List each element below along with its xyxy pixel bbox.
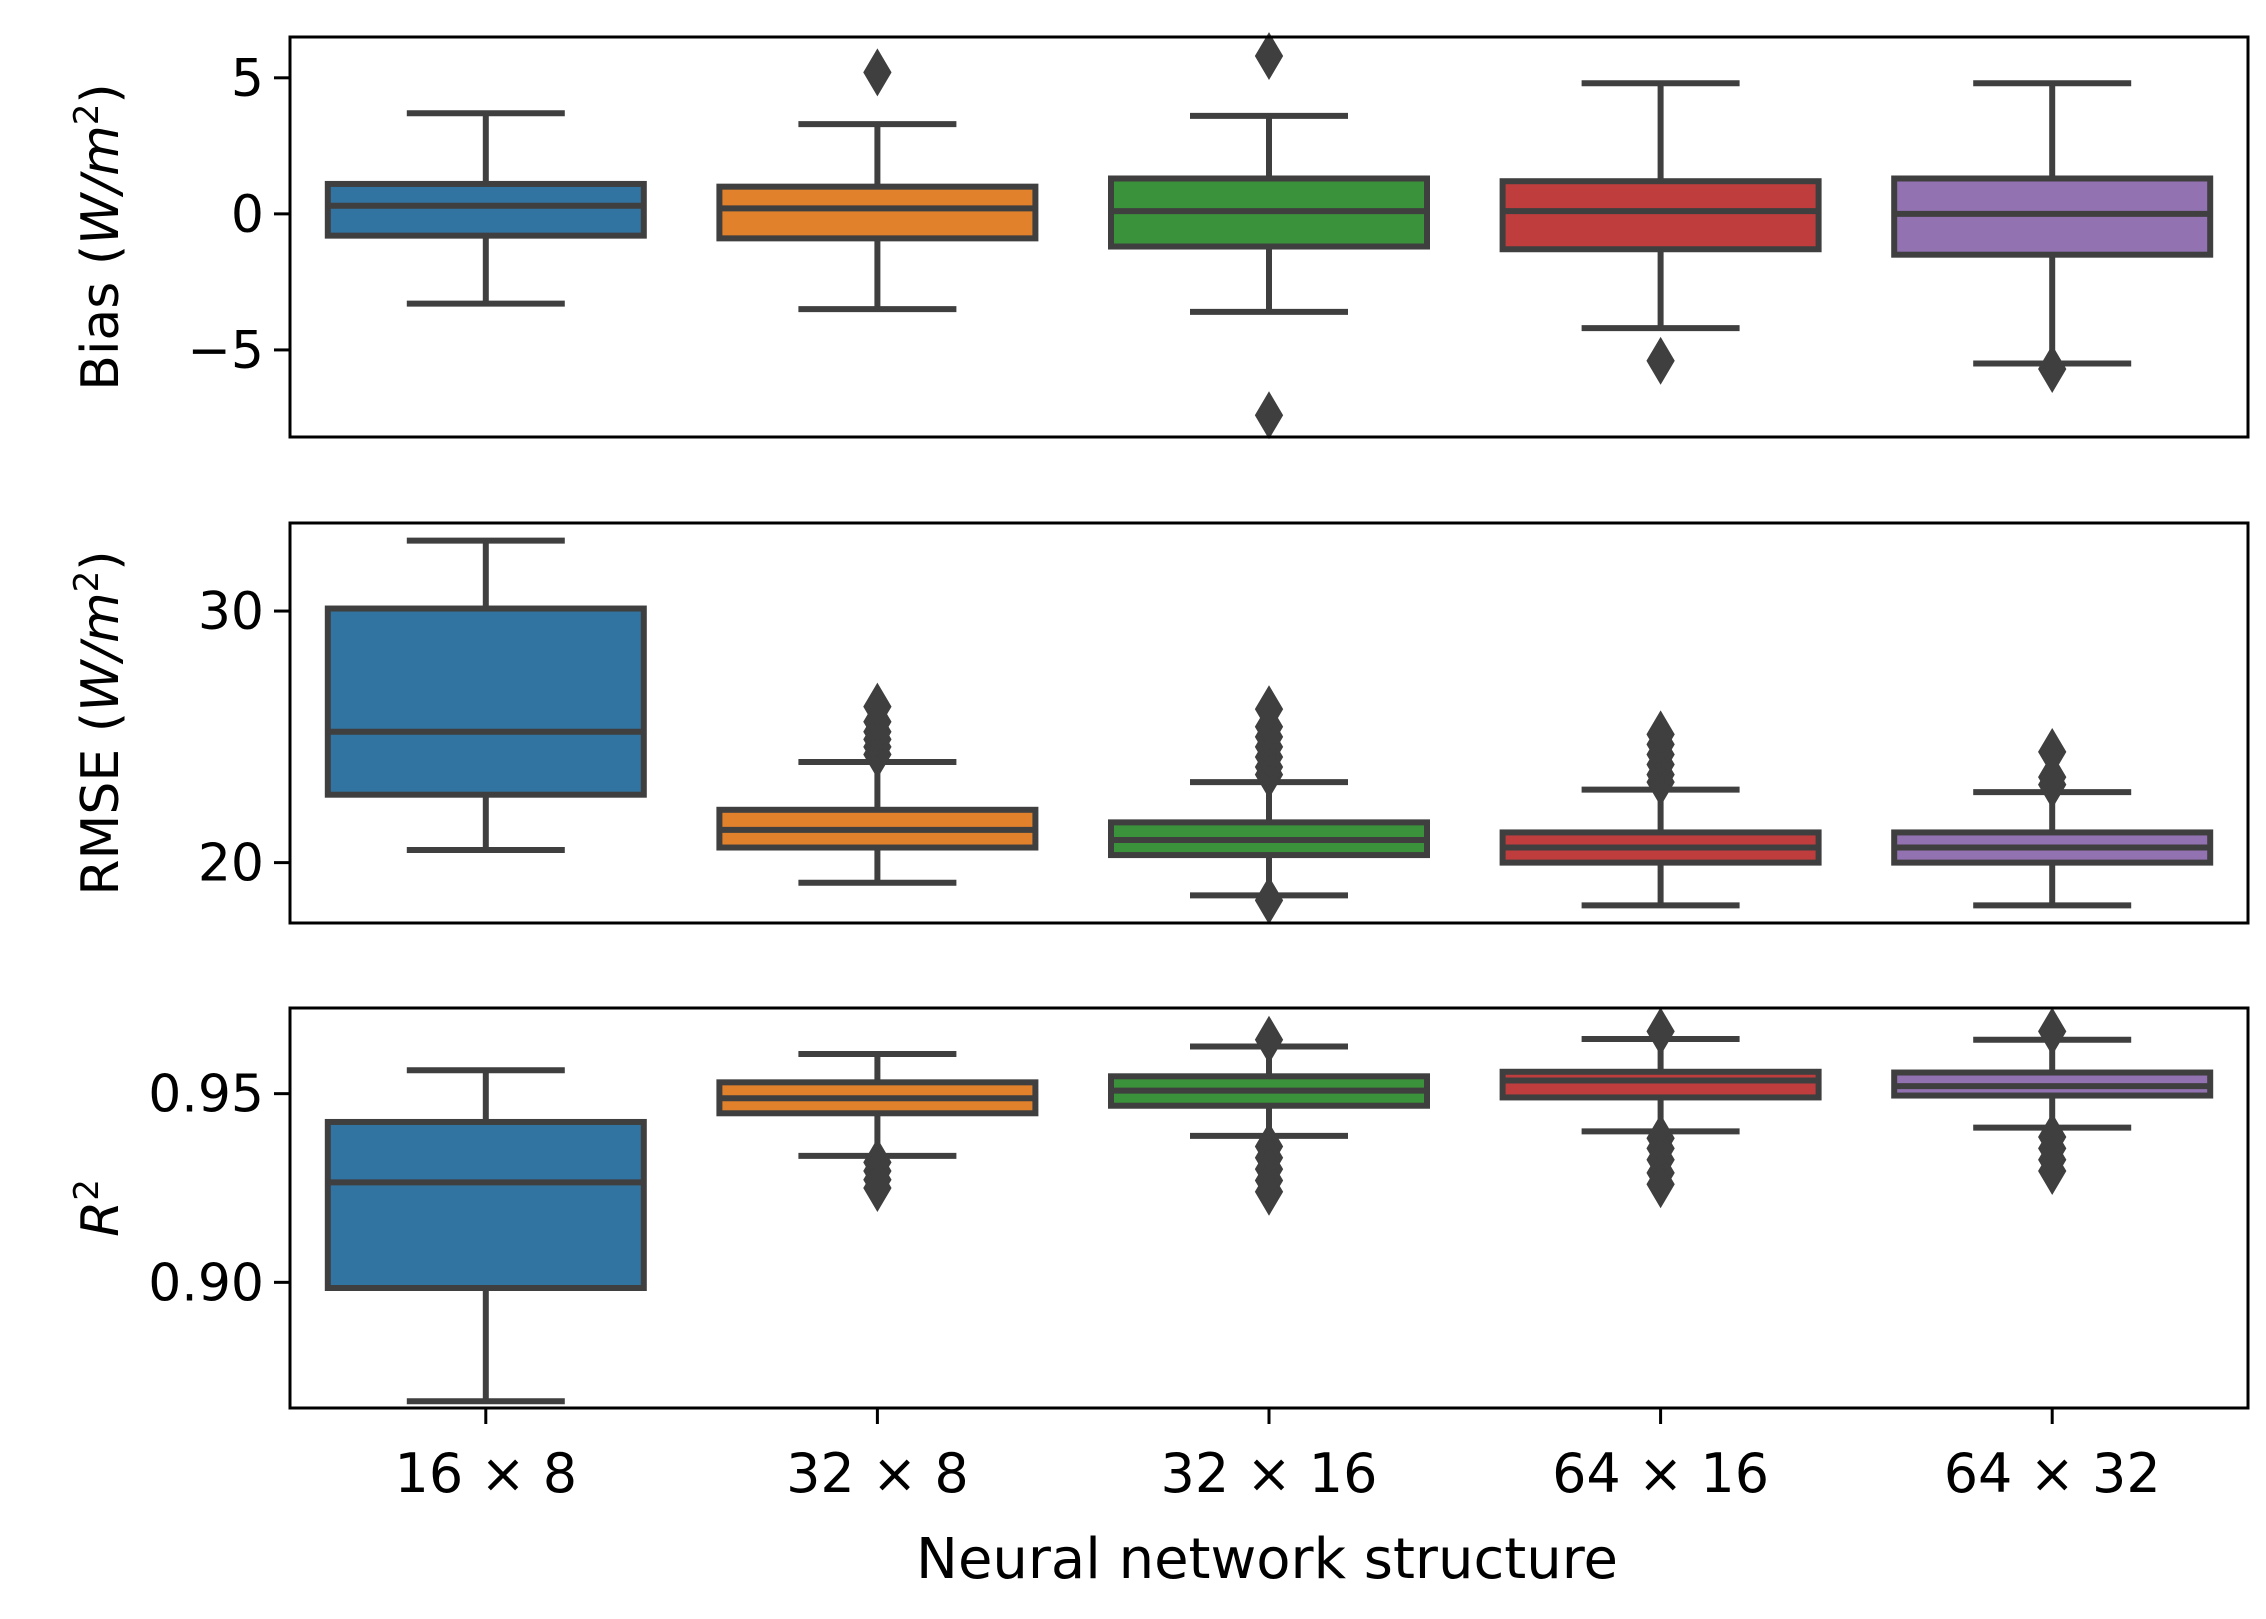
box-bias-1 bbox=[716, 48, 1039, 313]
axes-frame bbox=[288, 35, 2250, 439]
outlier-point bbox=[2038, 1147, 2067, 1195]
y-axis-label-bias: Bias (W/m2) bbox=[67, 83, 131, 390]
box-r2-3 bbox=[1499, 1007, 1822, 1209]
box-rmse-1 bbox=[716, 682, 1039, 886]
box-rmse-4 bbox=[1891, 727, 2214, 909]
x-axis-label: Neural network structure bbox=[916, 1527, 1618, 1592]
x-axis: 16 × 8 32 × 8 32 × 16 64 × 16 64 × 32 bbox=[394, 1408, 2161, 1505]
box-rmse-3 bbox=[1499, 710, 1822, 909]
y-axis-label-r2: R2 bbox=[67, 1179, 131, 1237]
outlier-point bbox=[1646, 336, 1675, 385]
x-tick-label: 32 × 16 bbox=[1160, 1442, 1377, 1505]
box-rmse-2 bbox=[1108, 685, 1430, 925]
outlier-point bbox=[1254, 1167, 1284, 1216]
box-body bbox=[324, 180, 647, 239]
x-tick-label: 64 × 16 bbox=[1552, 1442, 1769, 1505]
panels-layer: 5 0 −5 Bias (W/m2) 30 20 RMSE (W/m2) 0.95 0.90 R2… bbox=[67, 32, 2250, 1505]
box-rmse-0 bbox=[324, 537, 647, 854]
outlier-point bbox=[2038, 727, 2067, 776]
outlier-point bbox=[1254, 876, 1284, 925]
box-r2-4 bbox=[1891, 1007, 2214, 1195]
outlier-point bbox=[1646, 1007, 1675, 1056]
outlier-point bbox=[1254, 1015, 1284, 1064]
y-tick-label: 0.95 bbox=[148, 1065, 264, 1125]
y-axis-label-rmse: RMSE (W/m2) bbox=[67, 550, 131, 895]
x-tick-label: 64 × 32 bbox=[1944, 1442, 2161, 1505]
outlier-point bbox=[2038, 1007, 2067, 1056]
box-bias-2 bbox=[1108, 32, 1430, 440]
box-body bbox=[1499, 178, 1822, 253]
panel-bias: 5 0 −5 Bias (W/m2) bbox=[67, 32, 2250, 440]
box-bias-0 bbox=[324, 110, 647, 307]
outlier-point bbox=[1646, 710, 1675, 759]
y-tick-label: 0 bbox=[231, 185, 264, 245]
y-tick-label: 5 bbox=[231, 49, 264, 109]
axes-frame bbox=[288, 521, 2250, 925]
panel-r2: 0.95 0.90 R2 bbox=[67, 1006, 2250, 1410]
y-tick-label: 20 bbox=[198, 834, 264, 894]
box-body bbox=[324, 605, 647, 798]
box-r2-0 bbox=[324, 1067, 647, 1405]
outlier-point bbox=[1254, 32, 1284, 81]
y-tick-label: 0.90 bbox=[148, 1253, 264, 1313]
box-r2-2 bbox=[1108, 1015, 1430, 1216]
box-bias-4 bbox=[1891, 80, 2214, 393]
y-tick-label: 30 bbox=[198, 582, 264, 642]
outlier-point bbox=[2038, 345, 2067, 393]
y-tick-label: −5 bbox=[187, 321, 264, 381]
box-bias-3 bbox=[1499, 80, 1822, 385]
x-tick-label: 16 × 8 bbox=[394, 1442, 577, 1505]
x-tick-label: 32 × 8 bbox=[786, 1442, 969, 1505]
panel-rmse: 30 20 RMSE (W/m2) bbox=[67, 521, 2250, 925]
outlier-point bbox=[1646, 1160, 1675, 1209]
outlier-point bbox=[863, 1164, 892, 1212]
outlier-point bbox=[2038, 753, 2067, 802]
box-body bbox=[1499, 1068, 1822, 1101]
outlier-point bbox=[863, 682, 892, 731]
outlier-point bbox=[863, 48, 892, 97]
outlier-point bbox=[1254, 391, 1284, 440]
outlier-point bbox=[1254, 685, 1284, 734]
box-r2-1 bbox=[716, 1051, 1039, 1212]
box-body bbox=[716, 183, 1039, 242]
box-body bbox=[324, 1118, 647, 1292]
